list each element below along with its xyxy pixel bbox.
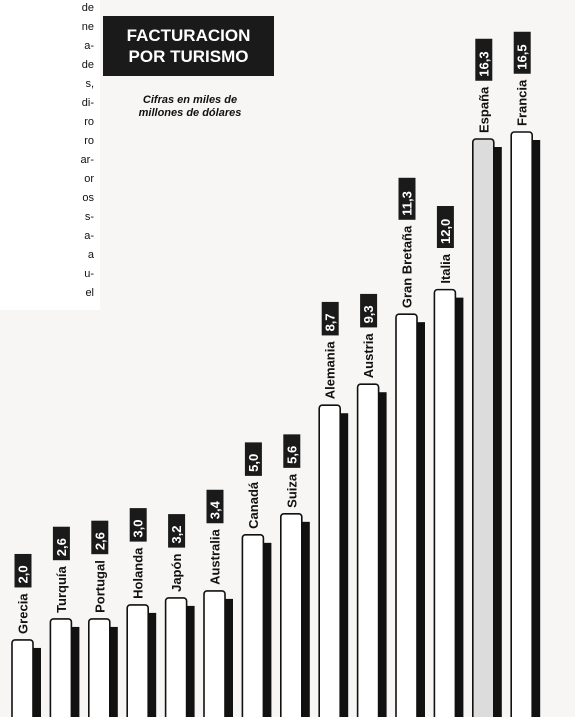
bar-label-group: Gran Bretaña 11,3	[398, 177, 416, 308]
bar-label-group: Holanda 3,0	[129, 508, 147, 599]
intro-text-line: s-	[84, 211, 94, 223]
value-label: 5,0	[246, 454, 261, 472]
value-label: 2,6	[54, 538, 69, 556]
bar-label-group: Canadá 5,0	[244, 442, 262, 529]
chart-title-line-1: FACTURACION	[126, 26, 251, 45]
intro-text-line: u-	[84, 268, 94, 280]
category-label: Japón	[169, 554, 184, 592]
category-label: Austria	[361, 333, 376, 379]
chart-subtitle: Cifras en miles de millones de dólares	[110, 94, 270, 120]
chart-title-line-2: POR TURISMO	[128, 47, 249, 66]
intro-text-line: de	[81, 59, 94, 71]
intro-text-line: di-	[81, 97, 94, 109]
bar-label-group: Italia 12,0	[436, 206, 454, 284]
bar-label-group: Turquía 2,6	[52, 526, 70, 613]
chart-subtitle-line-1: Cifras en miles de	[142, 94, 238, 106]
category-label: Portugal	[92, 560, 107, 613]
value-label: 11,3	[400, 191, 415, 216]
category-label: Francia	[515, 79, 530, 126]
intro-text-line: s,	[85, 78, 94, 90]
value-label: 9,3	[361, 305, 376, 323]
bar-label-group: Suiza 5,6	[283, 434, 301, 508]
bar	[49, 618, 73, 717]
intro-text-line: os	[82, 192, 94, 204]
value-label-box	[283, 434, 301, 468]
bar-label-group: Japón 3,2	[168, 514, 186, 592]
intro-text-line: ro	[84, 135, 94, 147]
value-label-box	[91, 520, 109, 555]
value-label-box	[168, 514, 186, 548]
category-label: Grecia	[16, 593, 31, 634]
bar	[164, 597, 188, 717]
category-label: Turquía	[54, 565, 69, 612]
value-label-box	[436, 206, 454, 249]
value-label: 16,3	[476, 51, 491, 76]
category-label: España	[476, 86, 491, 133]
bar-label-group: Portugal 2,6	[91, 520, 109, 613]
value-label-box	[398, 177, 416, 220]
value-label-box	[244, 442, 262, 476]
category-label: Canadá	[246, 481, 261, 529]
bar	[88, 618, 111, 717]
intro-text-line: or	[84, 173, 94, 185]
bar-label-group: Francia 16,5	[513, 31, 531, 126]
category-label: Alemania	[323, 341, 338, 400]
bar-label-group: Alemania 8,7	[321, 301, 339, 400]
chart-title: FACTURACION POR TURISMO	[103, 16, 274, 76]
value-label: 3,2	[169, 526, 184, 544]
category-label: Holanda	[131, 547, 146, 599]
bar	[472, 138, 495, 717]
value-label: 5,6	[284, 446, 299, 464]
value-label-box	[14, 553, 32, 588]
value-label: 12,0	[438, 219, 453, 244]
bar	[203, 590, 226, 717]
category-label: Gran Bretaña	[400, 225, 415, 308]
category-label: Italia	[438, 253, 453, 283]
intro-text-column: de ne a- de s, di- ro ro ar- or os s- a-…	[0, 0, 100, 310]
category-label: Suiza	[284, 473, 299, 508]
value-label-box	[360, 293, 378, 328]
intro-text-line: ar-	[80, 154, 94, 166]
intro-text-line: ro	[84, 116, 94, 128]
value-label: 2,0	[16, 565, 31, 583]
intro-text-line: a-	[84, 40, 94, 52]
value-label-box	[321, 301, 339, 336]
intro-text-line: a	[87, 249, 94, 261]
chart-subtitle-line-2: millones de dólares	[138, 107, 242, 119]
bar-label-group: Grecia 2,0	[14, 553, 32, 634]
value-label-box	[206, 489, 224, 524]
bar	[126, 604, 149, 717]
category-label: Australia	[208, 528, 223, 584]
bar	[11, 639, 34, 717]
bar	[433, 288, 457, 717]
bar	[241, 534, 265, 717]
intro-text-line: de	[81, 2, 94, 14]
value-label: 8,7	[323, 313, 338, 331]
bar	[318, 404, 341, 717]
bar-label-group: Austria 9,3	[360, 293, 378, 379]
intro-text-line: el	[85, 287, 94, 299]
value-label-box	[513, 31, 531, 74]
value-label: 16,5	[515, 44, 530, 69]
value-label: 3,4	[208, 500, 223, 519]
value-label-box	[129, 508, 147, 542]
value-label-box	[475, 38, 493, 81]
bar	[356, 383, 380, 717]
bar	[510, 131, 533, 717]
intro-text-line: a-	[84, 230, 94, 242]
bar-label-group: España 16,3	[475, 38, 493, 133]
bar	[395, 313, 418, 717]
bar-label-group: Australia 3,4	[206, 489, 224, 585]
value-label: 2,6	[92, 532, 107, 550]
value-label-box	[52, 526, 70, 561]
bar	[280, 513, 303, 717]
intro-text-line: ne	[81, 21, 94, 33]
value-label: 3,0	[131, 520, 146, 538]
